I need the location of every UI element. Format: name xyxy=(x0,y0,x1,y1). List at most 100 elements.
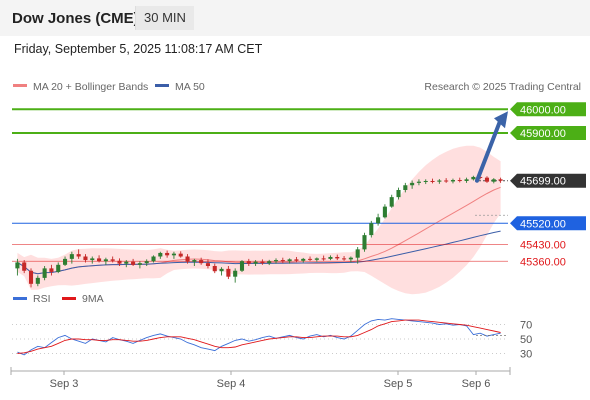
level-label: 45900.00 xyxy=(520,128,566,140)
candle-body xyxy=(192,260,197,262)
candle-body xyxy=(171,253,176,256)
candle-body xyxy=(280,260,285,262)
rsi-panel: 30 50 70 xyxy=(12,318,532,361)
rsi-tick-label: 50 xyxy=(520,334,532,346)
level-label: 45699.00 xyxy=(520,176,566,188)
candle-body xyxy=(56,264,61,272)
candle-body xyxy=(403,185,408,190)
candle-body xyxy=(137,263,142,265)
candle-body xyxy=(308,258,313,260)
x-tick-label: Sep 6 xyxy=(462,378,491,390)
level-label: 45520.00 xyxy=(520,218,566,230)
credit-text: Research © 2025 Trading Central xyxy=(424,81,581,93)
candle-body xyxy=(90,258,95,261)
chart-header: Dow Jones (CME) 30 MIN xyxy=(0,0,590,36)
candle-body xyxy=(103,259,108,262)
candle-body xyxy=(321,258,326,260)
candle-body xyxy=(117,260,122,264)
ma9-legend-label: 9MA xyxy=(82,293,104,305)
level-box xyxy=(510,126,586,140)
candle-body xyxy=(22,262,27,271)
candle-body xyxy=(69,254,74,259)
candle-body xyxy=(205,263,210,266)
candle-body xyxy=(110,259,115,261)
candle-body xyxy=(253,261,258,264)
candle-body xyxy=(396,190,401,198)
timeframe-badge[interactable]: 30 MIN xyxy=(135,6,194,30)
chart-datetime: Friday, September 5, 2025 11:08:17 AM CE… xyxy=(14,42,263,56)
moving-averages xyxy=(17,186,501,275)
candle-body xyxy=(260,261,265,264)
instrument-title: Dow Jones (CME) xyxy=(12,10,139,27)
candle-body xyxy=(76,254,81,257)
candle-body xyxy=(151,256,156,262)
candle-body xyxy=(301,258,306,261)
candle-body xyxy=(212,266,217,272)
candle-body xyxy=(165,252,170,256)
candle-body xyxy=(49,268,54,272)
rsi-legend-label: RSI xyxy=(33,293,51,305)
candle-body xyxy=(219,268,224,272)
candle-body xyxy=(484,177,490,182)
candle-body xyxy=(464,179,469,181)
ma50-line xyxy=(17,230,501,275)
ma50-legend-label: MA 50 xyxy=(175,81,205,93)
ma20-legend-label: MA 20 + Bollinger Bands xyxy=(33,81,148,93)
candle-body xyxy=(450,180,455,182)
candle-body xyxy=(389,197,394,207)
level-label: 46000.00 xyxy=(520,104,566,116)
rsi-tick-label: 30 xyxy=(520,349,532,361)
candle-body xyxy=(287,259,292,262)
ma9-legend-swatch xyxy=(62,297,76,300)
x-tick-label: Sep 4 xyxy=(217,378,246,390)
bollinger-band-area xyxy=(17,145,501,295)
candle-body xyxy=(376,217,381,224)
candlesticks xyxy=(15,173,503,288)
candle-body xyxy=(63,258,68,265)
candle-body xyxy=(83,256,88,261)
ma20-legend-swatch xyxy=(13,84,27,87)
candle-body xyxy=(430,180,435,182)
candle-body xyxy=(335,256,340,259)
candle-body xyxy=(491,179,496,182)
candle-body xyxy=(178,253,183,257)
ma50-legend-swatch xyxy=(155,84,169,87)
candle-body xyxy=(28,270,34,284)
bollinger-band xyxy=(17,145,501,295)
candle-body xyxy=(199,260,204,264)
candle-body xyxy=(267,261,272,264)
candle-body xyxy=(362,235,367,250)
candle-body xyxy=(42,268,47,278)
candle-body xyxy=(423,180,428,182)
candle-body xyxy=(294,259,299,261)
candle-body xyxy=(15,262,20,269)
x-tick-label: Sep 5 xyxy=(384,378,413,390)
forecast-arrow xyxy=(475,111,508,183)
x-tick-label: Sep 3 xyxy=(50,378,79,390)
rsi-ma9-line xyxy=(17,319,501,354)
candle-body xyxy=(437,180,442,182)
level-labels: 46000.00 45900.00 45699.00 45520.00 45430.00… xyxy=(510,102,586,268)
candle-body xyxy=(246,261,251,264)
rsi-legend-swatch xyxy=(13,297,27,300)
candle-body xyxy=(273,260,279,262)
candle-body xyxy=(457,180,462,182)
candle-body xyxy=(416,181,421,183)
forecast-arrow-shaft xyxy=(475,119,502,183)
level-box xyxy=(510,216,586,231)
level-box xyxy=(510,102,586,117)
candle-body xyxy=(410,182,415,186)
candle-body xyxy=(97,258,102,262)
candle-body xyxy=(382,206,387,218)
candle-body xyxy=(185,256,190,262)
x-axis: Sep 3 Sep 4 Sep 5 Sep 6 xyxy=(10,367,511,390)
candle-body xyxy=(144,261,149,264)
candle-body xyxy=(233,270,238,277)
candle-body xyxy=(131,261,136,265)
candle-body xyxy=(342,258,347,260)
candle-body xyxy=(239,261,245,271)
candle-body xyxy=(369,223,374,236)
level-label: 45430.00 xyxy=(520,240,566,252)
candle-body xyxy=(348,257,353,260)
